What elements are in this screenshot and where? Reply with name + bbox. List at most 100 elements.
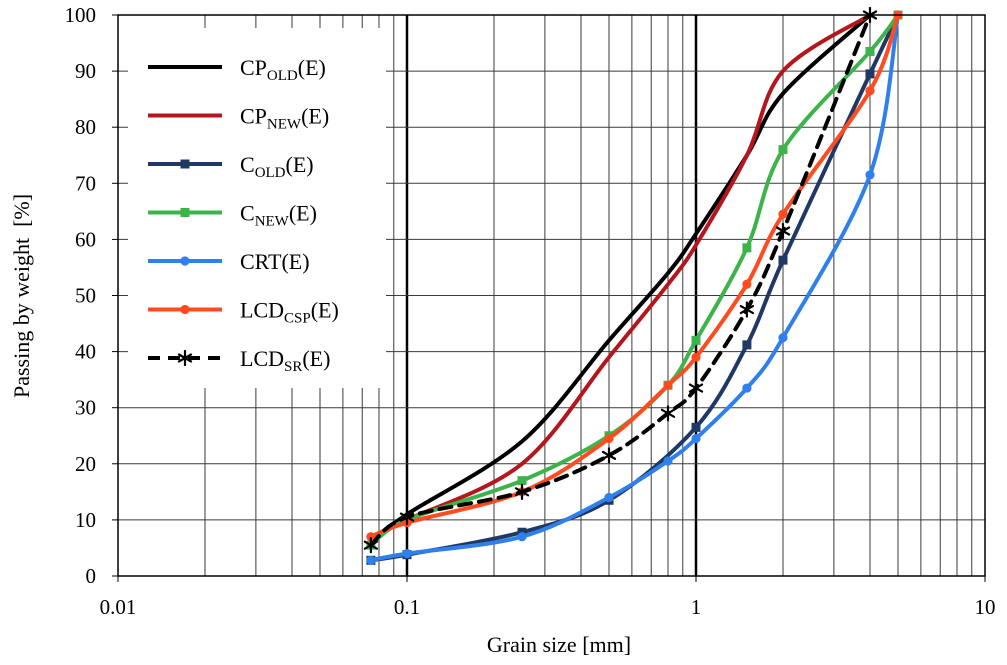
y-tick-label: 80 — [75, 115, 96, 139]
legend-label: LCDSR(E) — [240, 346, 330, 375]
x-tick-label: 0.1 — [394, 595, 420, 619]
legend-label-base: LCD — [240, 346, 284, 371]
data-point-cnew — [517, 476, 527, 486]
data-point-lcdsr — [775, 222, 791, 240]
legend-marker — [180, 256, 190, 266]
asterisk-stroke — [660, 408, 676, 418]
legend-label-base: LCD — [240, 298, 284, 323]
asterisk-stroke — [775, 226, 791, 236]
data-point-crt — [366, 555, 376, 565]
data-point-lcdcsp — [691, 352, 701, 362]
legend-label-base: C — [240, 152, 255, 177]
legend-marker — [180, 208, 190, 217]
data-point-cnew — [742, 243, 752, 253]
legend-label-sub: NEW — [255, 214, 290, 230]
series-lcdsr — [363, 6, 878, 554]
data-point-lcdsr — [601, 447, 617, 464]
legend-label-tail: (E) — [286, 152, 314, 177]
data-point-cold — [778, 255, 788, 265]
data-point-lcdcsp — [604, 433, 614, 444]
data-point-lcdsr — [399, 508, 415, 526]
series-cpnew — [368, 13, 872, 539]
data-point-cold — [865, 69, 875, 79]
legend-label: COLD(E) — [240, 152, 314, 181]
y-tick-label: 30 — [75, 396, 96, 420]
data-point-cold — [691, 422, 701, 432]
legend: CPOLD(E)CPNEW(E)COLD(E)CNEW(E)CRT(E)LCDC… — [148, 55, 339, 375]
legend-label-sub: CSP — [284, 311, 311, 327]
series-lcdcsp — [366, 10, 903, 542]
data-point-lcdsr — [739, 301, 755, 318]
legend-label-sub: OLD — [255, 165, 286, 181]
data-point-lcdcsp — [663, 380, 673, 390]
series-line-cpold — [368, 13, 872, 545]
legend-label-base: CRT — [240, 249, 282, 274]
legend-label-sub: NEW — [267, 117, 302, 133]
data-point-crt — [517, 532, 527, 542]
data-point-lcdcsp — [865, 86, 875, 96]
legend-label-tail: (E) — [311, 298, 339, 323]
data-point-crt — [663, 456, 673, 466]
data-point-cnew — [865, 46, 875, 56]
legend-item-lcdcsp: LCDCSP(E) — [148, 298, 339, 327]
series-line-cpnew — [368, 13, 872, 539]
legend-label-sub: OLD — [267, 68, 298, 84]
y-tick-label: 50 — [75, 284, 96, 308]
x-axis-label: Grain size [mm] — [487, 632, 631, 657]
y-tick-label: 20 — [75, 452, 96, 476]
legend-label-sub: SR — [284, 359, 302, 375]
legend-label-tail: (E) — [301, 104, 329, 129]
legend-label-tail: (E) — [289, 201, 317, 226]
legend-label-tail: (E) — [298, 55, 326, 80]
data-point-crt — [778, 332, 788, 343]
legend-marker — [180, 159, 190, 169]
legend-item-lcdsr: LCDSR(E) — [148, 346, 330, 375]
data-point-crt — [865, 170, 875, 180]
data-point-crt — [691, 433, 701, 444]
data-point-cnew — [778, 145, 788, 155]
legend-label-tail: (E) — [302, 346, 330, 371]
legend-label-tail: (E) — [281, 249, 309, 274]
y-tick-label: 100 — [65, 3, 97, 27]
legend-item-cpnew: CPNEW(E) — [148, 104, 329, 133]
legend-item-cold: COLD(E) — [148, 152, 314, 181]
legend-label-base: CP — [240, 104, 267, 129]
series-line-lcdcsp — [368, 13, 900, 539]
asterisk-stroke — [399, 512, 415, 522]
data-point-lcdcsp — [366, 532, 376, 542]
data-point-lcdsr — [514, 483, 530, 500]
y-tick-label: 70 — [75, 171, 96, 195]
y-axis-label: Passing by weight [%] — [9, 194, 34, 398]
y-tick-label: 40 — [75, 340, 96, 364]
legend-item-crt: CRT(E) — [148, 249, 310, 274]
series-crt — [366, 10, 903, 565]
x-tick-label: 1 — [691, 595, 702, 619]
x-tick-label: 0.01 — [100, 595, 137, 619]
data-point-cold — [742, 340, 752, 350]
series-cpold — [368, 13, 872, 545]
data-point-crt — [604, 492, 614, 503]
asterisk-stroke — [363, 540, 379, 550]
legend-box — [128, 28, 386, 388]
asterisk-stroke — [514, 487, 530, 497]
data-point-cnew — [691, 335, 701, 345]
legend-label: CPNEW(E) — [240, 104, 329, 133]
asterisk-stroke — [177, 353, 193, 363]
legend-label: CNEW(E) — [240, 201, 317, 230]
asterisk-stroke — [601, 450, 617, 460]
legend-label-base: CP — [240, 55, 267, 80]
asterisk-stroke — [688, 383, 704, 393]
data-point-lcdsr — [363, 537, 379, 554]
legend-label: LCDCSP(E) — [240, 298, 339, 327]
legend-label-base: C — [240, 201, 255, 226]
legend-marker — [180, 304, 190, 315]
data-point-lcdcsp — [742, 279, 752, 289]
asterisk-stroke — [739, 304, 755, 315]
series-line-cnew — [368, 13, 900, 548]
data-point-crt — [402, 548, 412, 559]
data-point-crt — [742, 383, 752, 393]
legend-marker — [177, 349, 193, 367]
y-tick-label: 10 — [75, 508, 96, 532]
